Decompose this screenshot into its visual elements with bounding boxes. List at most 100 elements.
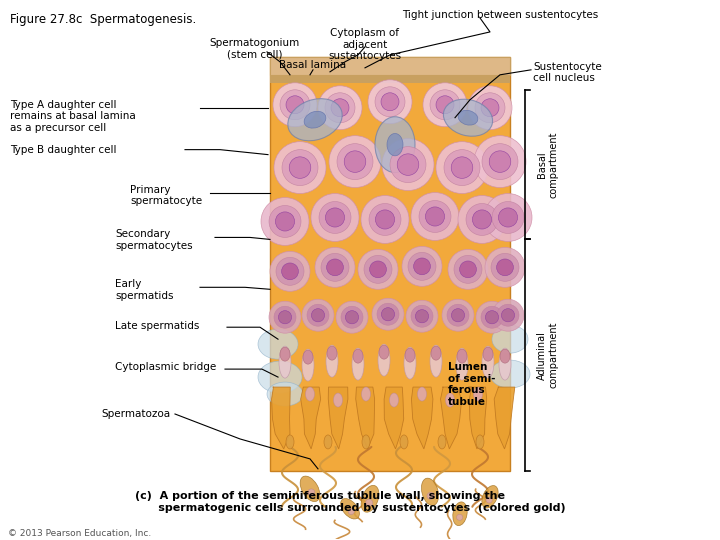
Ellipse shape [280,347,290,361]
Bar [270,75,510,83]
Ellipse shape [456,348,468,380]
Ellipse shape [451,157,473,178]
Ellipse shape [352,348,364,380]
Text: (c)  A portion of the seminiferous tublule wall, showing the: (c) A portion of the seminiferous tublul… [135,491,505,501]
Ellipse shape [369,204,401,235]
Ellipse shape [497,304,519,326]
Bar [270,57,510,471]
Ellipse shape [319,201,351,233]
Ellipse shape [381,93,399,111]
Ellipse shape [346,310,359,324]
Polygon shape [384,387,404,449]
Ellipse shape [286,96,304,114]
Ellipse shape [451,309,464,322]
Ellipse shape [273,83,317,127]
Ellipse shape [448,249,488,289]
Ellipse shape [490,360,530,388]
Ellipse shape [430,345,442,377]
Ellipse shape [341,498,359,519]
Ellipse shape [267,382,303,406]
Ellipse shape [454,255,482,284]
Ellipse shape [497,259,513,276]
Ellipse shape [444,99,492,136]
Ellipse shape [261,198,309,245]
Ellipse shape [279,310,292,324]
Ellipse shape [421,478,438,505]
Ellipse shape [331,99,349,117]
Ellipse shape [337,144,373,180]
Ellipse shape [387,133,403,156]
Ellipse shape [442,299,474,331]
Ellipse shape [318,86,362,130]
Ellipse shape [378,344,390,376]
Ellipse shape [362,435,370,449]
Ellipse shape [405,348,415,362]
Text: Primary
spermatocyte: Primary spermatocyte [130,185,202,206]
Ellipse shape [458,110,478,125]
Ellipse shape [483,347,493,361]
Ellipse shape [258,329,298,359]
Ellipse shape [286,435,294,449]
Ellipse shape [274,141,326,193]
Ellipse shape [269,301,301,333]
Ellipse shape [457,349,467,363]
Ellipse shape [305,387,315,401]
Ellipse shape [372,298,404,330]
Ellipse shape [436,96,454,114]
Polygon shape [411,387,433,449]
Ellipse shape [408,252,436,280]
Text: Type A daughter cell
remains at basal lamina
as a precursor cell: Type A daughter cell remains at basal la… [10,100,136,133]
Ellipse shape [327,259,343,276]
Ellipse shape [361,387,371,401]
Ellipse shape [489,151,510,172]
Ellipse shape [311,309,325,322]
Ellipse shape [400,435,408,449]
Ellipse shape [282,150,318,186]
Text: Tight junction between sustentocytes: Tight junction between sustentocytes [402,10,598,20]
Ellipse shape [485,247,525,287]
Ellipse shape [447,304,469,326]
Ellipse shape [486,497,492,503]
Ellipse shape [415,309,428,323]
Ellipse shape [366,500,373,506]
Ellipse shape [258,361,302,393]
Text: Cytoplasmic bridge: Cytoplasmic bridge [115,362,216,372]
Polygon shape [301,387,320,449]
Ellipse shape [333,393,343,407]
Ellipse shape [427,492,434,500]
Ellipse shape [307,489,315,496]
Ellipse shape [288,99,342,141]
Ellipse shape [361,485,379,512]
Ellipse shape [325,93,355,123]
Ellipse shape [476,435,484,449]
Ellipse shape [270,252,310,291]
Text: Lumen
of semi-
ferous
tubule: Lumen of semi- ferous tubule [448,362,495,407]
Ellipse shape [289,157,311,178]
Ellipse shape [492,299,524,331]
Ellipse shape [459,261,477,278]
Text: Spermatozoa: Spermatozoa [101,409,170,419]
Ellipse shape [390,147,426,183]
Ellipse shape [413,258,431,275]
Ellipse shape [361,195,409,244]
Ellipse shape [484,193,532,241]
Ellipse shape [304,111,326,128]
Ellipse shape [453,502,467,525]
Ellipse shape [368,80,412,124]
Ellipse shape [315,247,355,287]
Ellipse shape [418,387,426,401]
Ellipse shape [377,303,399,325]
Polygon shape [328,387,348,449]
Ellipse shape [406,300,438,332]
Ellipse shape [501,309,515,322]
Ellipse shape [423,83,467,127]
Ellipse shape [411,305,433,327]
Ellipse shape [397,154,419,176]
Text: © 2013 Pearson Education, Inc.: © 2013 Pearson Education, Inc. [8,529,151,538]
Text: Basal lamina: Basal lamina [279,60,346,70]
Ellipse shape [419,200,451,232]
Text: Figure 27.8c  Spermatogenesis.: Figure 27.8c Spermatogenesis. [10,13,197,26]
Ellipse shape [466,204,498,235]
Ellipse shape [269,206,301,238]
Ellipse shape [302,299,334,331]
